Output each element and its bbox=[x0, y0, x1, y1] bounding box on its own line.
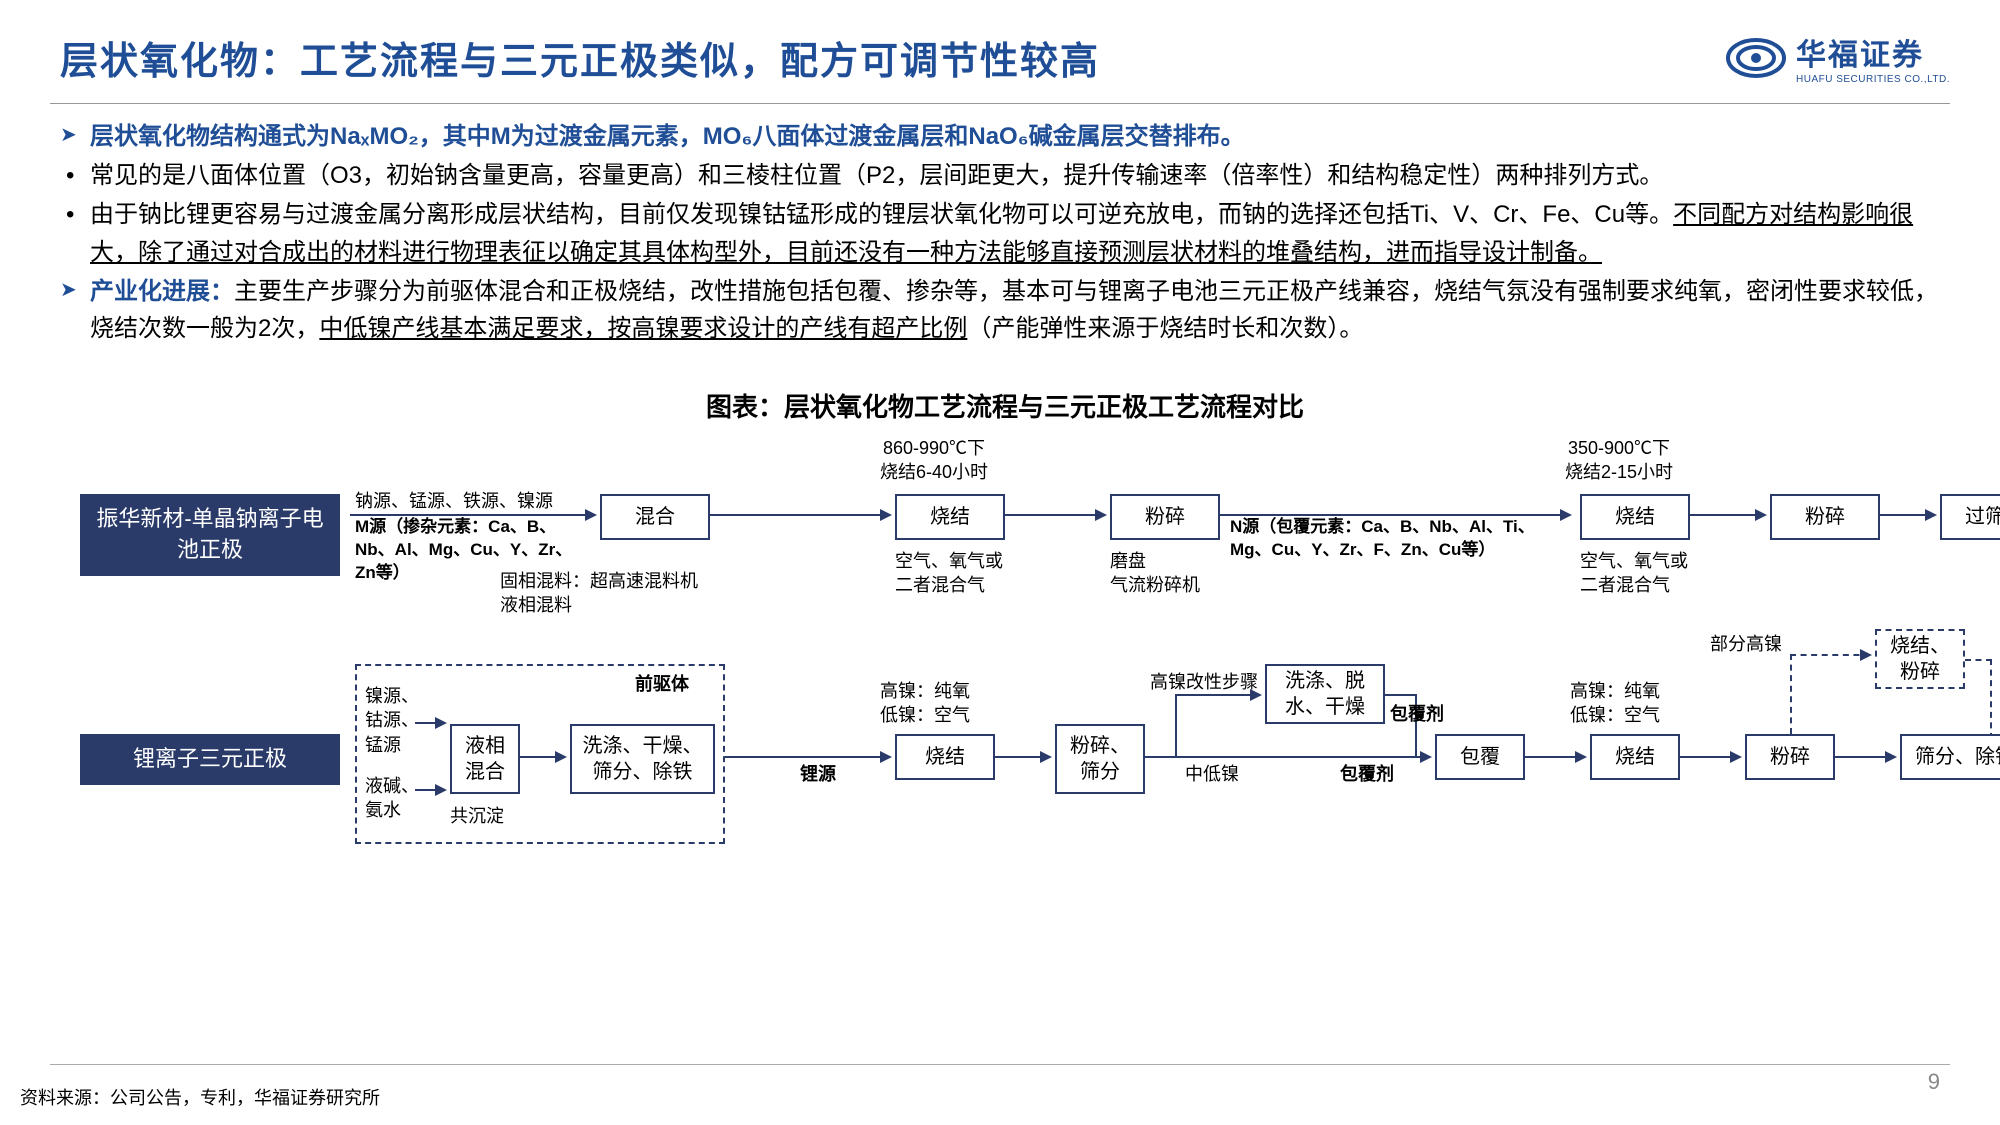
precursor-label: 前驱体 bbox=[635, 672, 689, 696]
row1-note-mix: 固相混料：超高速混料机 液相混料 bbox=[500, 569, 698, 618]
row1-gas2: 空气、氧气或 二者混合气 bbox=[1580, 549, 1688, 598]
arrow bbox=[520, 756, 565, 758]
arrow bbox=[350, 514, 595, 516]
conn bbox=[1385, 694, 1415, 696]
divider-bottom bbox=[50, 1064, 1950, 1065]
row2-crush: 粉碎、 筛分 bbox=[1055, 724, 1145, 794]
arrow bbox=[1680, 756, 1740, 758]
row1-side-label: 振华新材-单晶钠离子电池正极 bbox=[80, 494, 340, 576]
arrow bbox=[1880, 514, 1935, 516]
branch-lo: 中低镍 bbox=[1185, 762, 1239, 786]
flow-row-1: 振华新材-单晶钠离子电池正极 钠源、锰源、铁源、镍源 M源（掺杂元素：Ca、B、… bbox=[80, 454, 2000, 634]
bullet-1: 层状氧化物结构通式为NaₓMO₂，其中M为过渡金属元素，MO₆八面体过渡金属层和… bbox=[60, 118, 1950, 155]
row2-dashbox: 烧结、 粉碎 bbox=[1875, 629, 1965, 689]
li-source: 锂源 bbox=[800, 762, 836, 786]
bullet-3: 由于钠比锂更容易与过渡金属分离形成层状结构，目前仅发现镍钴锰形成的锂层状氧化物可… bbox=[60, 196, 1950, 270]
row1-gas1: 空气、氧气或 二者混合气 bbox=[895, 549, 1003, 598]
dash-label: 部分高镍 bbox=[1710, 632, 1782, 656]
arrow bbox=[1005, 514, 1105, 516]
bullet-list: 层状氧化物结构通式为NaₓMO₂，其中M为过渡金属元素，MO₆八面体过渡金属层和… bbox=[60, 118, 1950, 347]
arrow bbox=[415, 789, 445, 791]
row2-sinter1: 烧结 bbox=[895, 734, 995, 780]
row1-mill: 磨盘 气流粉碎机 bbox=[1110, 549, 1200, 598]
row2-sinter2: 烧结 bbox=[1590, 734, 1680, 780]
bullet-2: 常见的是八面体位置（O3，初始钠含量更高，容量更高）和三棱柱位置（P2，层间距更… bbox=[60, 157, 1950, 194]
row2-final: 筛分、除铁 bbox=[1900, 734, 2000, 780]
logo-icon bbox=[1726, 36, 1786, 80]
arrow bbox=[1790, 654, 1870, 656]
arrow bbox=[725, 756, 890, 758]
source-text: 资料来源：公司公告，专利，华福证券研究所 bbox=[20, 1084, 380, 1110]
row1-inputs-top: 钠源、锰源、铁源、镍源 bbox=[355, 489, 553, 513]
row2-in1: 镍源、 钴源、 锰源 bbox=[365, 684, 419, 757]
row2-washdry: 洗涤、脱 水、干燥 bbox=[1265, 664, 1385, 724]
row2-wash: 洗涤、干燥、 筛分、除铁 bbox=[570, 724, 715, 794]
coat2: 包覆剂 bbox=[1340, 762, 1394, 786]
row1-step-crush1: 粉碎 bbox=[1110, 494, 1220, 540]
row1-n-source: N源（包覆元素：Ca、B、Nb、Al、Ti、Mg、Cu、Y、Zr、F、Zn、Cu… bbox=[1230, 516, 1575, 562]
arrow bbox=[1145, 756, 1430, 758]
arrow bbox=[1175, 694, 1260, 696]
arrow bbox=[1835, 756, 1895, 758]
arrow bbox=[1690, 514, 1765, 516]
logo-text-en: HUAFU SECURITIES CO.,LTD. bbox=[1796, 74, 1950, 85]
conn bbox=[1790, 654, 1792, 734]
row1-step-sinter1: 烧结 bbox=[895, 494, 1005, 540]
row2-in2: 液碱、 氨水 bbox=[365, 774, 419, 823]
row2-coat: 包覆 bbox=[1435, 734, 1525, 780]
flow-row-2: 锂离子三元正极 前驱体 镍源、 钴源、 锰源 液碱、 氨水 液相 混合 共沉淀 … bbox=[80, 664, 2000, 884]
branch-hi: 高镍改性步骤 bbox=[1150, 670, 1258, 694]
logo-text-cn: 华福证券 bbox=[1796, 30, 1950, 74]
row2-coprecip: 共沉淀 bbox=[450, 804, 504, 828]
conn bbox=[1965, 659, 1992, 661]
page-number: 9 bbox=[1928, 1069, 1940, 1095]
brand-logo: 华福证券 HUAFU SECURITIES CO.,LTD. bbox=[1726, 30, 1950, 85]
chart-title: 图表：层状氧化物工艺流程与三元正极工艺流程对比 bbox=[60, 387, 1950, 424]
bullet-4: 产业化进展：主要生产步骤分为前驱体混合和正极烧结，改性措施包括包覆、掺杂等，基本… bbox=[60, 273, 1950, 347]
arrow bbox=[995, 756, 1050, 758]
arrow bbox=[415, 722, 445, 724]
row2-gas2: 高镍：纯氧 低镍：空气 bbox=[1570, 679, 1660, 728]
coat1: 包覆剂 bbox=[1390, 702, 1444, 726]
row2-mix: 液相 混合 bbox=[450, 724, 520, 794]
row2-gas1: 高镍：纯氧 低镍：空气 bbox=[880, 679, 970, 728]
page-title: 层状氧化物：工艺流程与三元正极类似，配方可调节性较高 bbox=[60, 30, 1100, 85]
conn bbox=[1990, 659, 1992, 739]
arrow bbox=[1525, 756, 1585, 758]
row1-step-sieve: 过筛 bbox=[1940, 494, 2000, 540]
arrow bbox=[710, 514, 890, 516]
row1-step-mix: 混合 bbox=[600, 494, 710, 540]
row1-step-sinter2: 烧结 bbox=[1580, 494, 1690, 540]
row1-temp2: 350-900℃下 烧结2-15小时 bbox=[1565, 436, 1673, 485]
row1-temp1: 860-990℃下 烧结6-40小时 bbox=[880, 436, 988, 485]
row1-step-crush2: 粉碎 bbox=[1770, 494, 1880, 540]
row2-crush2: 粉碎 bbox=[1745, 734, 1835, 780]
conn bbox=[1175, 694, 1177, 758]
flowchart: 振华新材-单晶钠离子电池正极 钠源、锰源、铁源、镍源 M源（掺杂元素：Ca、B、… bbox=[80, 454, 2000, 884]
row2-side-label: 锂离子三元正极 bbox=[80, 734, 340, 785]
